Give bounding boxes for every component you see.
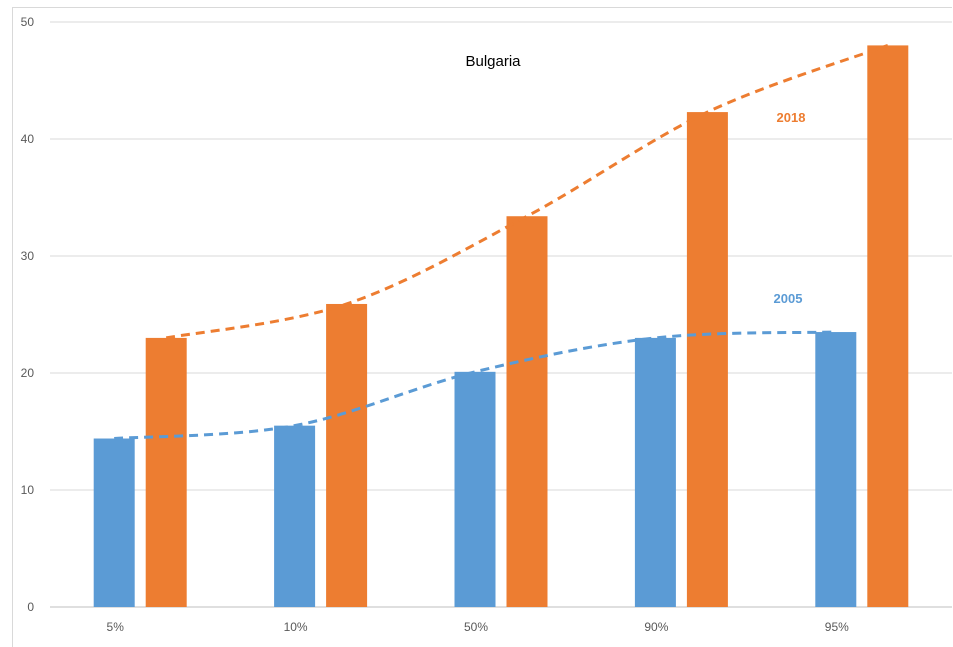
y-tick-label: 10 bbox=[21, 483, 35, 497]
series-label-2005: 2005 bbox=[774, 291, 803, 306]
trendline-2018 bbox=[165, 43, 889, 340]
bar-2005-95pct bbox=[815, 332, 857, 607]
y-tick-label: 50 bbox=[21, 15, 35, 29]
x-tick-label: 5% bbox=[107, 620, 125, 634]
bar-2005-90pct bbox=[634, 337, 676, 607]
x-tick-label: 90% bbox=[644, 620, 668, 634]
bar-2018-90pct bbox=[686, 112, 728, 607]
y-tick-label: 20 bbox=[21, 366, 35, 380]
bar-2005-5pct bbox=[93, 438, 135, 607]
bar-2018-5pct bbox=[145, 337, 187, 607]
bar-2018-50pct bbox=[506, 216, 548, 607]
y-tick-label: 40 bbox=[21, 132, 35, 146]
bar-2018-10pct bbox=[326, 303, 368, 607]
bar-2005-50pct bbox=[454, 371, 496, 607]
chart-frame bbox=[12, 7, 952, 647]
trendlines bbox=[114, 43, 889, 441]
x-axis-ticks: 5% 10% 50% 90% 95% bbox=[107, 620, 850, 634]
series-label-2018: 2018 bbox=[777, 110, 806, 125]
bar-2018-95pct bbox=[867, 45, 909, 607]
gridlines bbox=[50, 21, 952, 608]
y-tick-label: 0 bbox=[27, 600, 34, 614]
x-tick-label: 95% bbox=[825, 620, 849, 634]
bars bbox=[93, 45, 909, 607]
y-axis-ticks: 0 10 20 30 40 50 bbox=[21, 15, 35, 614]
x-tick-label: 10% bbox=[284, 620, 308, 634]
chart-title: Bulgaria bbox=[465, 53, 521, 70]
x-tick-label: 50% bbox=[464, 620, 488, 634]
y-tick-label: 30 bbox=[21, 249, 35, 263]
bar-2005-10pct bbox=[274, 425, 316, 607]
